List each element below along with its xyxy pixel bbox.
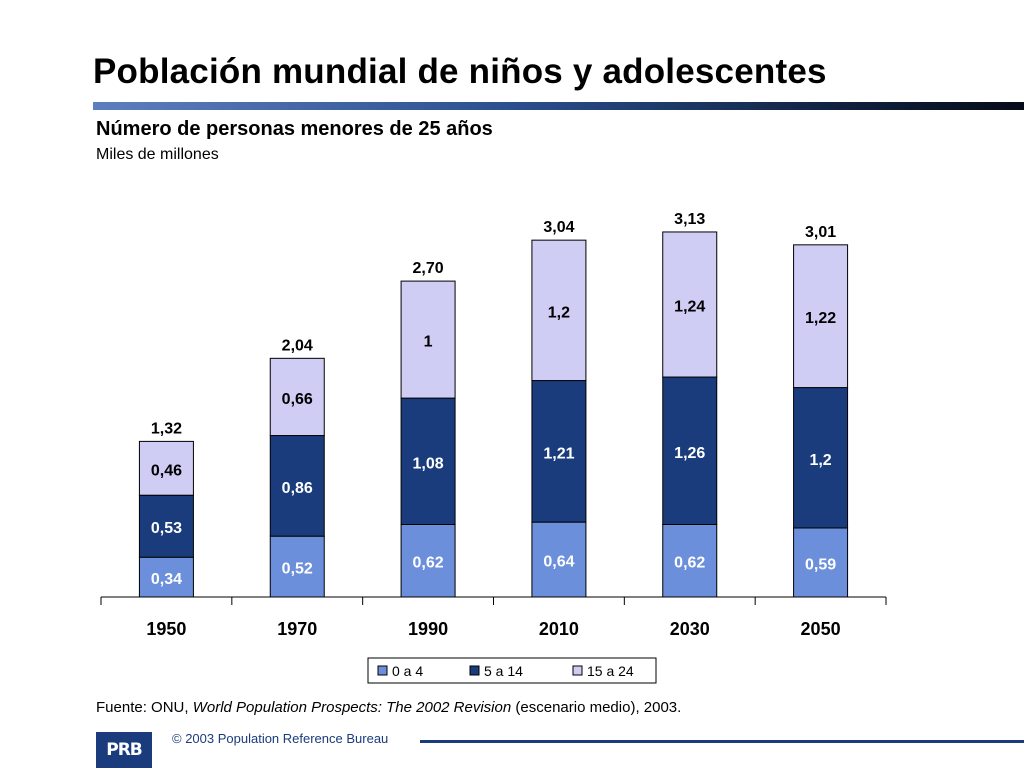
x-tick-label: 1970	[277, 619, 317, 639]
source-note: Fuente: ONU, World Population Prospects:…	[96, 699, 681, 716]
x-tick-label: 2010	[539, 619, 579, 639]
source-work: World Population Prospects: The 2002 Rev…	[192, 699, 512, 716]
footer-rule	[420, 740, 1024, 743]
stacked-bar-chart: 0,34 0,53 0,46 1,32 0,52 0,86 0,66 2,04 0,62 1,08…	[100, 211, 887, 684]
segment-value-label: 0,64	[543, 554, 574, 571]
segment-value-label: 1,08	[413, 455, 444, 472]
unit-label: Miles de millones	[96, 146, 219, 163]
x-axis: 1950 1970 1990 2010 2030 2050	[100, 596, 887, 639]
legend: 0 a 4 5 a 14 15 a 24	[367, 657, 657, 684]
bar-segment-2050-15-a-24	[793, 244, 849, 389]
total-value-label: 3,13	[674, 211, 705, 228]
total-value-label: 2,70	[413, 260, 444, 277]
x-tick-label: 1950	[146, 619, 186, 639]
legend-label: 5 a 14	[484, 663, 523, 679]
total-value-label: 3,01	[805, 224, 836, 241]
segment-value-label: 1,24	[674, 299, 705, 316]
segment-value-label: 0,59	[805, 556, 836, 573]
bar-segment-2030-15-a-24	[662, 231, 718, 378]
legend-label: 0 a 4	[392, 663, 423, 679]
segment-value-label: 0,52	[282, 561, 313, 578]
segment-value-label: 1,2	[548, 304, 570, 321]
bar-segment-2050-5-a-14	[793, 387, 849, 529]
x-tick-label: 2030	[670, 619, 710, 639]
chart-subtitle: Número de personas menores de 25 años	[96, 118, 493, 140]
page-title: Población mundial de niños y adolescente…	[93, 52, 827, 91]
bar-segment-2050-0-a-4	[793, 527, 849, 598]
legend-swatch	[469, 665, 480, 676]
bar-segment-1970-5-a-14	[269, 435, 325, 537]
x-tick-label: 1990	[408, 619, 448, 639]
bar-segment-1990-15-a-24	[400, 280, 456, 399]
logo-text: PRB	[106, 740, 143, 760]
segment-value-label: 0,62	[674, 555, 705, 572]
total-value-label: 2,04	[282, 337, 313, 354]
bar-segment-1950-5-a-14	[138, 494, 194, 558]
bar-segment-1950-0-a-4	[138, 556, 194, 598]
segment-value-label: 1,26	[674, 445, 705, 462]
bar-segment-2030-5-a-14	[662, 376, 718, 525]
total-value-label: 1,32	[151, 420, 182, 437]
segment-value-label: 1,2	[809, 452, 831, 469]
prb-logo: PRB	[96, 732, 152, 768]
segment-value-label: 0,66	[282, 391, 313, 408]
segment-value-label: 0,53	[151, 520, 182, 537]
bar-segment-2030-0-a-4	[662, 523, 718, 598]
bar-segment-1970-15-a-24	[269, 357, 325, 437]
title-rule	[93, 102, 1024, 110]
bar-segment-1970-0-a-4	[269, 535, 325, 598]
bar-groups: 0,34 0,53 0,46 1,32 0,52 0,86 0,66 2,04 0,62 1,08…	[138, 211, 849, 598]
segment-value-label: 1,22	[805, 310, 836, 327]
bar-segment-2010-0-a-4	[531, 521, 587, 598]
legend-swatch	[572, 665, 583, 676]
bar-segment-2010-5-a-14	[531, 380, 587, 523]
segment-value-label: 0,62	[413, 555, 444, 572]
segment-value-label: 1,21	[543, 445, 574, 462]
segment-value-label: 0,46	[151, 462, 182, 479]
source-suffix: (escenario medio), 2003.	[511, 699, 682, 716]
segment-value-label: 0,34	[151, 571, 182, 588]
bar-segment-2010-15-a-24	[531, 239, 587, 382]
legend-label: 15 a 24	[587, 663, 634, 679]
x-tick-label: 2050	[801, 619, 841, 639]
bar-segment-1950-15-a-24	[138, 440, 194, 496]
copyright: © 2003 Population Reference Bureau	[172, 731, 389, 746]
total-value-label: 3,04	[543, 219, 574, 236]
source-prefix: Fuente: ONU,	[96, 699, 193, 716]
legend-swatch	[377, 665, 388, 676]
legend-frame	[367, 657, 657, 684]
segment-value-label: 0,86	[282, 480, 313, 497]
segment-value-label: 1	[424, 334, 433, 351]
